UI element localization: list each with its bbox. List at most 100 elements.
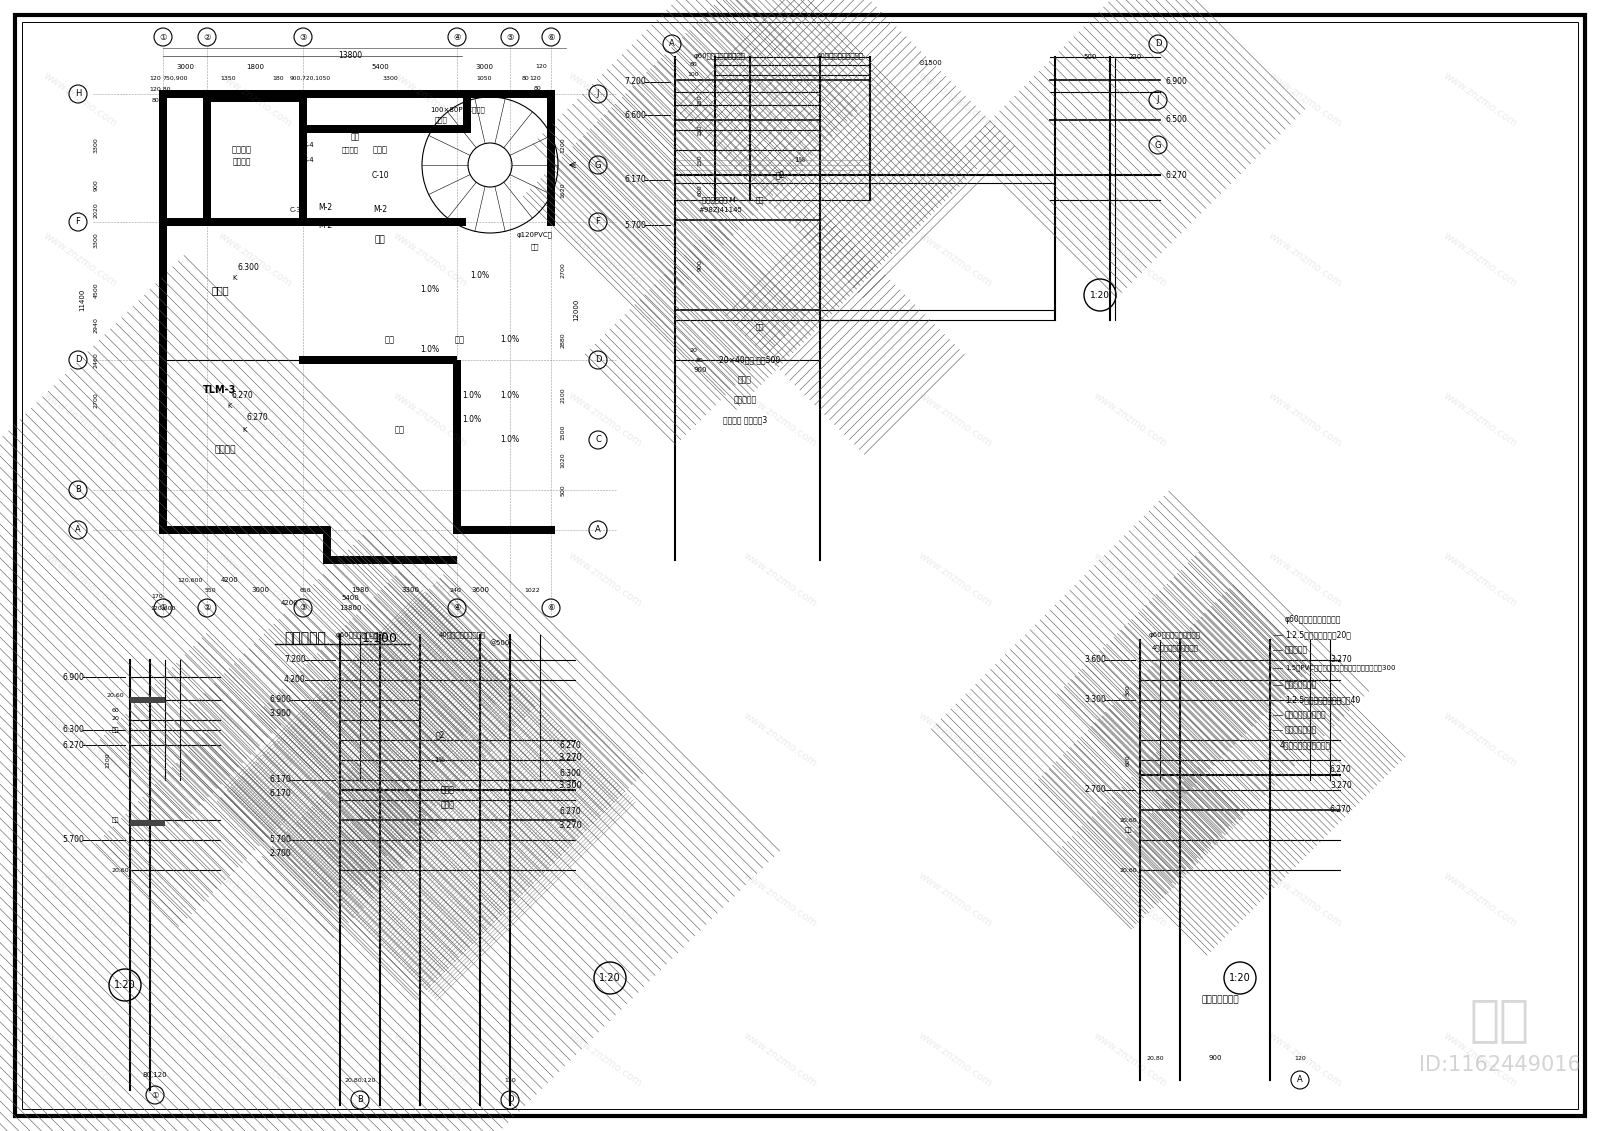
Text: 主卧室: 主卧室 [442,786,454,794]
Text: 60: 60 [110,708,118,713]
Text: 170: 170 [150,594,163,598]
Text: 1050: 1050 [477,76,491,80]
Text: 80: 80 [533,86,541,92]
Text: www.znzmo.com: www.znzmo.com [392,71,469,129]
Text: 600: 600 [698,184,702,196]
Text: 3000: 3000 [251,587,269,593]
Text: www.znzmo.com: www.znzmo.com [566,71,643,129]
Text: A: A [75,526,82,535]
Text: 书房: 书房 [374,235,386,244]
Bar [323,526,331,556]
Text: ⊙1500: ⊙1500 [918,60,942,66]
Text: 3300: 3300 [402,587,419,593]
Text: 7.200: 7.200 [624,78,646,86]
Text: 40方管，外刷白色油漆: 40方管，外刷白色油漆 [816,53,864,59]
Text: www.znzmo.com: www.znzmo.com [1091,551,1168,610]
Text: 80: 80 [690,62,698,68]
Text: ①: ① [160,604,166,613]
Text: www.znzmo.com: www.znzmo.com [741,71,819,129]
Text: 3300: 3300 [93,232,99,248]
Text: A: A [1298,1076,1302,1085]
Bar [339,820,360,870]
Text: 120,600: 120,600 [178,578,203,582]
Bar [462,94,470,133]
Bar [299,356,458,364]
Text: B: B [75,485,82,494]
Bar [1181,640,1190,720]
Text: 5400: 5400 [371,64,389,70]
Text: G: G [1155,140,1162,149]
Text: www.znzmo.com: www.znzmo.com [566,391,643,449]
Text: 900: 900 [693,366,707,373]
Text: ①: ① [152,1090,158,1099]
Text: 6.270: 6.270 [62,741,83,750]
Text: 1%: 1% [435,757,445,763]
Text: 600: 600 [1125,754,1131,766]
Text: 三层平面图: 三层平面图 [285,631,326,645]
Text: www.znzmo.com: www.znzmo.com [917,710,994,769]
Text: www.znzmo.com: www.znzmo.com [566,871,643,930]
Text: www.znzmo.com: www.znzmo.com [42,1030,118,1089]
Text: ⑥: ⑥ [547,33,555,42]
Text: 4.200: 4.200 [285,675,306,684]
Bar [1110,80,1160,175]
Text: www.znzmo.com: www.znzmo.com [42,391,118,449]
Text: www.znzmo.com: www.znzmo.com [741,1030,819,1089]
Text: C-10: C-10 [371,171,389,180]
Text: 5.700: 5.700 [624,221,646,230]
Text: 240: 240 [450,587,461,593]
Text: ②: ② [203,33,211,42]
Bar [547,94,555,226]
Text: φ120PVC落: φ120PVC落 [517,232,554,239]
Text: 6.300: 6.300 [62,725,83,734]
Text: 1.0%: 1.0% [462,390,482,399]
Text: 20,60: 20,60 [1118,818,1138,822]
Text: @500: @500 [490,640,510,646]
Text: 2460: 2460 [93,352,99,368]
Bar [158,94,166,530]
Text: 900: 900 [93,179,99,191]
Text: 6.500: 6.500 [1165,115,1187,124]
Text: 1.0%: 1.0% [501,336,520,345]
Text: 漏水: 漏水 [755,323,765,330]
Text: φ60管管，外刷白色油漆: φ60管管，外刷白色油漆 [336,632,387,638]
Text: 2020: 2020 [93,202,99,218]
Text: 老人房: 老人房 [442,801,454,810]
Text: 4200: 4200 [221,577,238,582]
Text: 1200: 1200 [106,752,110,768]
Text: ②: ② [203,604,211,613]
Text: www.znzmo.com: www.znzmo.com [42,231,118,290]
Text: 6.900: 6.900 [62,673,83,682]
Text: 6.300: 6.300 [237,262,259,271]
Text: ⑤: ⑤ [506,33,514,42]
Text: 3.300: 3.300 [1085,696,1106,705]
Text: 1.0%: 1.0% [501,435,520,444]
Text: 100×80PVC水落管: 100×80PVC水落管 [430,106,485,113]
Text: www.znzmo.com: www.znzmo.com [216,871,294,930]
Bar [299,94,307,129]
Text: www.znzmo.com: www.znzmo.com [392,1030,469,1089]
Text: 4口方管，外刷白色油漆: 4口方管，外刷白色油漆 [1152,645,1198,651]
Text: 4200: 4200 [282,601,299,606]
Text: 20,60: 20,60 [1118,867,1138,872]
Text: 20,60: 20,60 [106,692,123,698]
Text: www.znzmo.com: www.znzmo.com [1091,231,1168,290]
Text: www.znzmo.com: www.znzmo.com [741,551,819,610]
Text: 13800: 13800 [339,605,362,611]
Text: 通长顶棚钣件 M-: 通长顶棚钣件 M- [702,197,738,204]
Text: ③: ③ [299,33,307,42]
Text: 直接花园: 直接花园 [341,147,358,154]
Text: www.znzmo.com: www.znzmo.com [1266,1030,1344,1089]
Bar [675,175,826,190]
Text: D: D [1155,40,1162,49]
Bar [339,661,360,780]
Text: φ60管管，外刷白色油漆: φ60管管，外刷白色油漆 [1149,632,1202,638]
Text: www.znzmo.com: www.znzmo.com [1442,231,1518,290]
Text: 1:20: 1:20 [598,973,621,983]
Text: G: G [595,161,602,170]
Text: 6.270: 6.270 [246,414,267,423]
Text: 漏水: 漏水 [1125,827,1131,832]
Text: 1350: 1350 [221,76,235,80]
Text: 100: 100 [686,72,699,78]
Bar [453,360,461,530]
